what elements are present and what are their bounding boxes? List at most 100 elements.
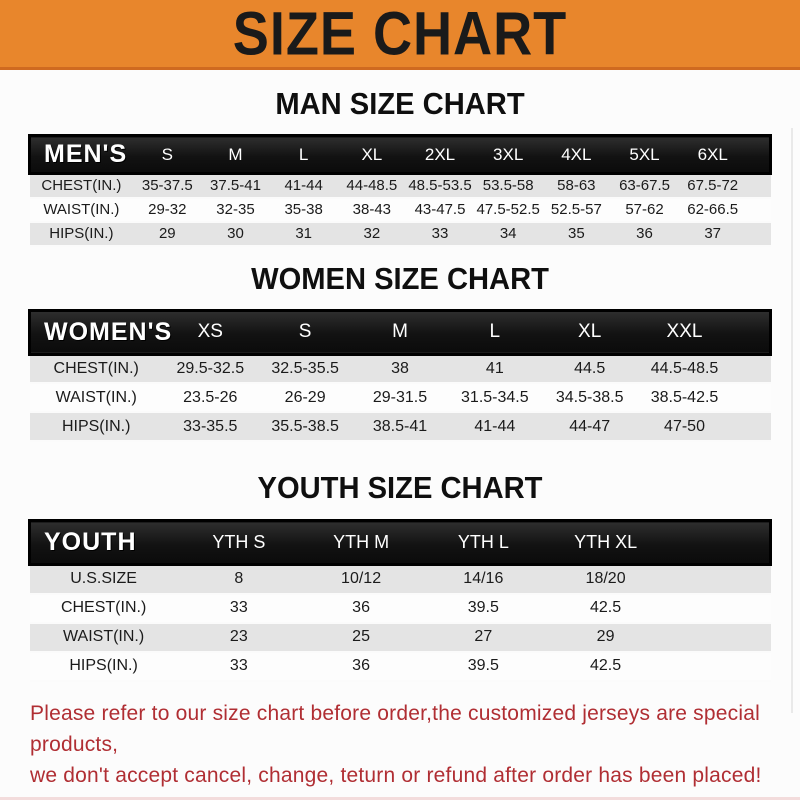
size-cell: 29: [544, 621, 667, 653]
size-cell: 36: [610, 220, 679, 247]
table-row-hips-in: HIPS(IN.) 33-35.5 35.5-38.5 38.5-41 41-44 44-…: [29, 411, 771, 442]
size-cell: 8: [177, 563, 300, 595]
table-row-chest-in: CHEST(IN.) 33 36 39.5 42.5: [29, 592, 771, 624]
size-cell: 33: [177, 592, 300, 624]
size-cell: 38.5-42.5: [637, 382, 732, 413]
size-cell: 29-32: [133, 196, 202, 223]
size-cell: 42.5: [544, 592, 667, 624]
spacer-cell: [666, 563, 771, 595]
size-cell: 39.5: [422, 650, 545, 682]
size-cell: 44.5-48.5: [637, 353, 732, 384]
size-cell: 44-47: [542, 411, 638, 442]
spacer-cell: [666, 519, 772, 566]
spacer-cell: [746, 134, 772, 175]
row-label-waist-in: WAIST(IN.): [29, 196, 134, 223]
youth-chart-heading: YOUTH SIZE CHART: [257, 470, 543, 505]
spacer-cell: [731, 411, 771, 442]
column-header-m: M: [201, 134, 270, 175]
size-cell: 44.5: [542, 353, 638, 384]
size-cell: 36: [299, 592, 423, 624]
column-header-xxl: XXL: [637, 308, 732, 356]
row-label-u-s-size: U.S.SIZE: [29, 563, 178, 595]
size-cell: 29: [133, 220, 202, 247]
page-title: SIZE CHART: [232, 0, 568, 69]
column-header-2xl: 2XL: [405, 134, 475, 175]
column-header-5xl: 5XL: [610, 134, 679, 175]
table-row-chest-in: CHEST(IN.) 29.5-32.5 32.5-35.5 38 41 44.5 44.5…: [29, 353, 771, 384]
column-header-3xl: 3XL: [474, 134, 543, 175]
size-cell: 53.5-58: [474, 172, 543, 199]
size-cell: 33: [405, 220, 475, 247]
column-header-m: M: [352, 308, 448, 356]
column-header-yth-s: YTH S: [177, 519, 300, 566]
column-header-s: S: [257, 308, 353, 356]
size-cell: 63-67.5: [610, 172, 679, 199]
table-row-waist-in: WAIST(IN.) 23 25 27 29: [29, 621, 771, 653]
men-size-chart-section: MAN SIZE CHART MEN'S S M L XL 2XL 3XL 4XL 5XL 6XL C…: [0, 70, 800, 247]
column-header-yth-m: YTH M: [299, 519, 423, 566]
size-cell: 67.5-72: [678, 172, 747, 199]
disclaimer-line-2: we don't accept cancel, change, teturn o…: [30, 763, 762, 787]
men-table-header-label: MEN'S: [28, 134, 134, 175]
table-row-waist-in: WAIST(IN.) 23.5-26 26-29 29-31.5 31.5-34.5 34…: [29, 382, 771, 413]
column-header-yth-l: YTH L: [422, 519, 545, 566]
column-header-xl: XL: [542, 308, 638, 356]
size-cell: 35.5-38.5: [257, 411, 353, 442]
table-row-hips-in: HIPS(IN.) 29 30 31 32 33 34 35 36 37: [29, 220, 771, 247]
size-cell: 42.5: [544, 650, 667, 682]
size-cell: 27: [422, 621, 545, 653]
table-row-chest-in: CHEST(IN.) 35-37.5 37.5-41 41-44 44-48.5 48.5…: [29, 172, 771, 199]
row-label-waist-in: WAIST(IN.): [29, 621, 178, 653]
men-size-table: MEN'S S M L XL 2XL 3XL 4XL 5XL 6XL CHEST(IN.) 35-37…: [28, 134, 772, 247]
column-header-6xl: 6XL: [678, 134, 747, 175]
size-cell: 30: [201, 220, 270, 247]
size-cell: 26-29: [257, 382, 353, 413]
women-size-chart-section: WOMEN SIZE CHART WOMEN'S XS S M L XL XXL CHEST(I…: [0, 247, 800, 442]
size-cell: 41: [447, 353, 543, 384]
row-label-chest-in: CHEST(IN.): [29, 353, 163, 384]
column-header-xs: XS: [162, 308, 258, 356]
size-cell: 43-47.5: [405, 196, 475, 223]
size-cell: 32-35: [201, 196, 270, 223]
size-cell: 41-44: [269, 172, 338, 199]
spacer-cell: [731, 382, 771, 413]
size-cell: 52.5-57: [542, 196, 611, 223]
size-cell: 38.5-41: [352, 411, 448, 442]
row-label-hips-in: HIPS(IN.): [29, 650, 178, 682]
size-cell: 38-43: [337, 196, 406, 223]
column-header-yth-xl: YTH XL: [544, 519, 667, 566]
column-header-s: S: [133, 134, 202, 175]
scan-artifact-right-line: [791, 128, 793, 713]
size-cell: 31: [269, 220, 338, 247]
column-header-xl: XL: [337, 134, 406, 175]
scan-artifact-bottom-line: [0, 797, 800, 800]
size-cell: 25: [299, 621, 423, 653]
size-cell: 33: [177, 650, 300, 682]
size-cell: 29-31.5: [352, 382, 448, 413]
size-cell: 29.5-32.5: [162, 353, 258, 384]
size-chart-banner: SIZE CHART: [0, 0, 800, 70]
spacer-cell: [666, 592, 771, 624]
size-cell: 36: [299, 650, 423, 682]
size-cell: 35-38: [269, 196, 338, 223]
youth-size-chart-section: YOUTH SIZE CHART YOUTH YTH S YTH M YTH L YTH …: [0, 442, 800, 682]
size-cell: 44-48.5: [337, 172, 406, 199]
size-cell: 33-35.5: [162, 411, 258, 442]
spacer-cell: [731, 353, 771, 384]
size-cell: 47.5-52.5: [474, 196, 543, 223]
row-label-hips-in: HIPS(IN.): [29, 411, 163, 442]
size-cell: 37.5-41: [201, 172, 270, 199]
column-header-l: L: [447, 308, 543, 356]
spacer-cell: [746, 220, 771, 247]
row-label-chest-in: CHEST(IN.): [29, 172, 134, 199]
size-cell: 10/12: [299, 563, 423, 595]
men-chart-heading: MAN SIZE CHART: [275, 86, 525, 121]
size-cell: 35: [542, 220, 611, 247]
size-cell: 38: [352, 353, 448, 384]
women-table-header-label: WOMEN'S: [27, 308, 171, 356]
table-row-hips-in: HIPS(IN.) 33 36 39.5 42.5: [29, 650, 771, 682]
size-chart-sections: MAN SIZE CHART MEN'S S M L XL 2XL 3XL 4XL 5XL 6XL C…: [0, 70, 800, 682]
size-cell: 35-37.5: [133, 172, 202, 199]
size-cell: 62-66.5: [678, 196, 747, 223]
size-cell: 41-44: [447, 411, 543, 442]
